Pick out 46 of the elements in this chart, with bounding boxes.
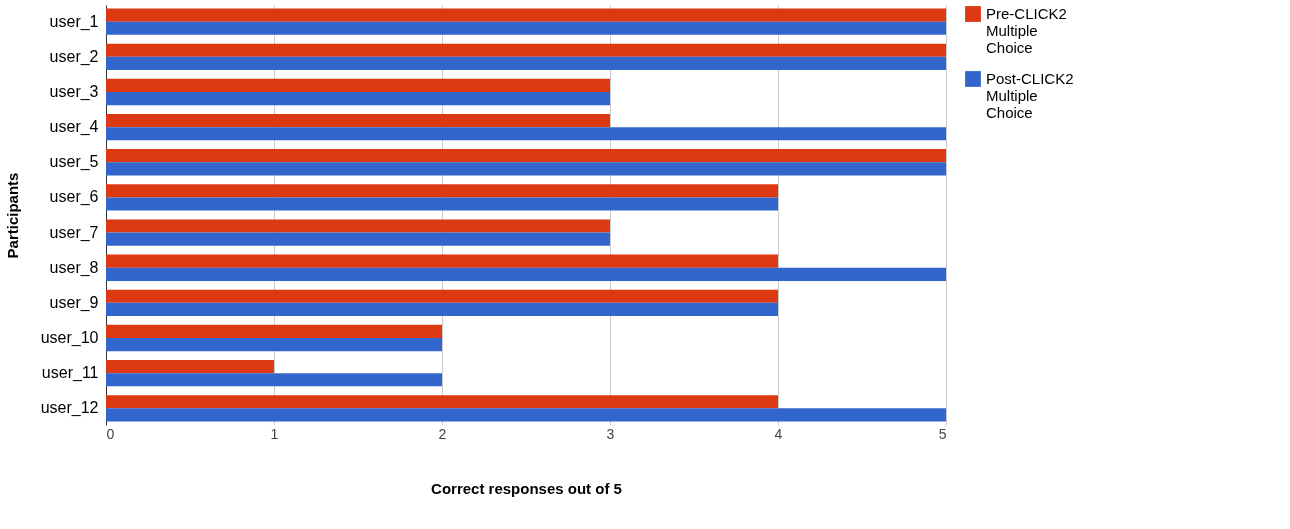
legend-label: Pre-CLICK2 Multiple Choice	[986, 5, 1067, 56]
y-tick-label: user_2	[49, 47, 99, 66]
bar	[106, 127, 946, 141]
bar	[106, 78, 610, 92]
bar	[106, 289, 778, 303]
bar	[106, 408, 946, 422]
bar	[106, 184, 778, 198]
y-tick-label: user_4	[49, 118, 99, 137]
bar	[106, 8, 946, 22]
x-tick-label: 0	[106, 425, 115, 442]
bar	[106, 43, 946, 57]
y-tick-label: user_5	[49, 153, 99, 172]
y-tick-label: user_11	[41, 364, 99, 383]
y-tick-label: user_7	[49, 223, 99, 242]
x-axis-title: Correct responses out of 5	[431, 479, 622, 497]
bar	[106, 267, 946, 281]
bar	[106, 373, 442, 387]
bar	[106, 324, 442, 339]
x-tick-label: 3	[606, 425, 615, 442]
y-tick-label: user_6	[49, 188, 99, 207]
bar	[106, 149, 946, 163]
x-tick-label: 2	[438, 425, 447, 442]
x-tick-label: 1	[270, 425, 279, 442]
bar	[106, 359, 274, 374]
bar	[106, 162, 946, 176]
bar	[106, 302, 778, 317]
y-tick-label: user_3	[49, 82, 99, 101]
bar	[106, 232, 610, 246]
x-tick-label: 4	[774, 425, 783, 442]
x-tick-label: 5	[938, 425, 947, 442]
y-tick-label: user_9	[49, 293, 99, 312]
y-axis-title: Participants	[3, 172, 21, 259]
y-tick-label: user_12	[40, 399, 99, 418]
y-tick-label: user_10	[40, 329, 99, 348]
y-tick-label: user_1	[49, 12, 99, 31]
bar	[106, 56, 946, 71]
bar	[106, 197, 778, 211]
bar	[106, 395, 778, 409]
legend-label: Post-CLICK2 Multiple Choice	[986, 70, 1074, 121]
y-tick-label: user_8	[49, 258, 99, 277]
bar	[106, 219, 610, 233]
bar	[106, 21, 946, 35]
bar	[106, 254, 778, 268]
bar	[106, 113, 610, 128]
bar	[106, 338, 442, 352]
bar	[106, 91, 610, 106]
